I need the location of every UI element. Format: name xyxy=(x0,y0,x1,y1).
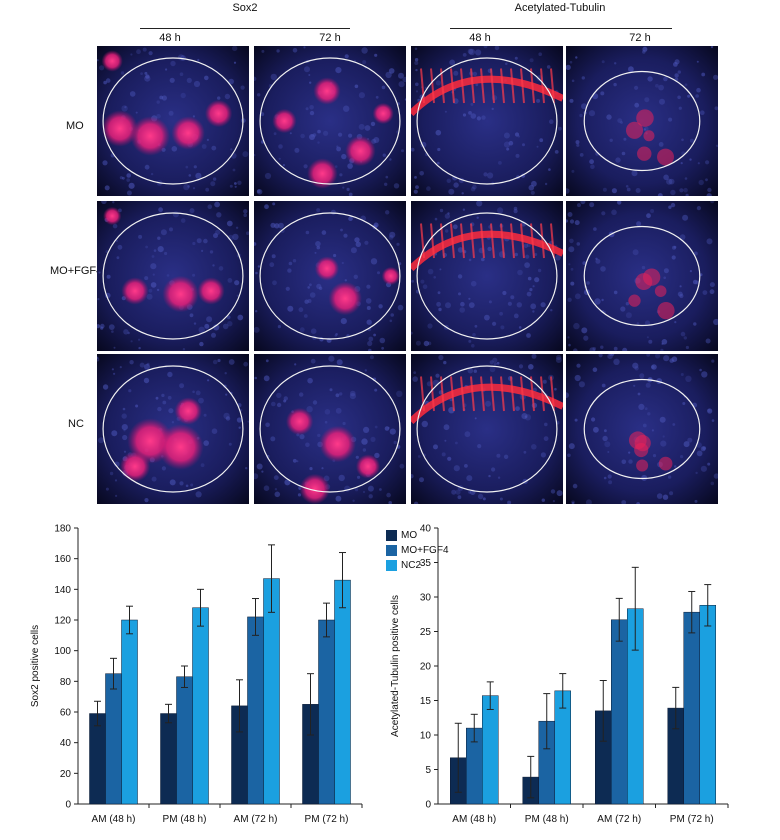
bar-mo-fgf4-3 xyxy=(683,611,700,805)
panel-nc-tubulin-48h xyxy=(411,354,563,504)
group-header-sox2: Sox2 xyxy=(232,2,258,14)
group-header-acetylated-tubulin: Acetylated-Tubulin xyxy=(514,2,606,14)
y-tick-label: 10 xyxy=(420,731,432,742)
legend-label-nc2: NC2 xyxy=(401,560,422,571)
y-tick-label: 35 xyxy=(420,558,432,569)
y-tick-label: 0 xyxy=(425,800,431,811)
y-tick-label: 80 xyxy=(60,677,72,688)
time-label-sox2-72h: 72 h xyxy=(319,32,341,44)
legend-swatch-mo xyxy=(386,530,397,541)
x-tick-label: AM (72 h) xyxy=(597,814,641,825)
legend-item-nc2: NC2 xyxy=(386,560,421,571)
y-tick-label: 30 xyxy=(420,593,432,604)
y-tick-label: 5 xyxy=(425,765,431,776)
x-tick-label: AM (48 h) xyxy=(452,814,496,825)
group-rule-acetylated-tubulin xyxy=(450,28,672,29)
legend-label-mo: MO xyxy=(401,530,418,541)
row-label-mo-fgf4: MO+FGF4 xyxy=(50,265,103,277)
y-tick-label: 20 xyxy=(420,662,432,673)
y-tick-label: 40 xyxy=(60,738,72,749)
y-tick-label: 20 xyxy=(60,769,72,780)
y-axis-label: Acetylated-Tubulin positive cells xyxy=(390,595,401,737)
row-label-mo: MO xyxy=(66,120,84,132)
bar-mo-0 xyxy=(89,713,106,805)
bar-mo-fgf4-2 xyxy=(611,619,628,805)
panel-mo-fgf4-tubulin-48h xyxy=(411,201,563,351)
y-tick-label: 25 xyxy=(420,627,432,638)
y-tick-label: 15 xyxy=(420,696,432,707)
bar-mo-fgf4-1 xyxy=(176,676,193,805)
x-tick-label: AM (48 h) xyxy=(92,814,136,825)
legend-swatch-mo-fgf4 xyxy=(386,545,397,556)
group-rule-sox2 xyxy=(140,28,350,29)
bar-nc2-0 xyxy=(482,695,499,805)
bar-mo-1 xyxy=(160,713,177,805)
panel-mo-tubulin-48h xyxy=(411,46,563,196)
x-tick-label: PM (48 h) xyxy=(163,814,207,825)
legend-item-mo: MO xyxy=(386,530,417,541)
bar-nc2-0 xyxy=(121,619,138,805)
panel-mo-fgf4-sox2-48h xyxy=(97,201,249,351)
panel-mo-sox2-72h xyxy=(254,46,406,196)
time-label-sox2-48h: 48 h xyxy=(159,32,181,44)
y-tick-label: 140 xyxy=(54,585,71,596)
panel-nc-sox2-72h xyxy=(254,354,406,504)
bar-mo-fgf4-2 xyxy=(247,616,264,805)
time-label-tubulin-48h: 48 h xyxy=(469,32,491,44)
bar-nc2-1 xyxy=(192,607,209,805)
bar-mo-fgf4-3 xyxy=(318,619,335,805)
x-tick-label: AM (72 h) xyxy=(234,814,278,825)
y-axis-label: Sox2 positive cells xyxy=(30,625,41,707)
bar-mo-fgf4-0 xyxy=(105,673,122,805)
time-label-tubulin-72h: 72 h xyxy=(629,32,651,44)
y-tick-label: 40 xyxy=(420,524,432,535)
y-tick-label: 180 xyxy=(54,524,71,535)
bar-nc2-3 xyxy=(699,605,716,805)
x-tick-label: PM (48 h) xyxy=(525,814,569,825)
x-tick-label: PM (72 h) xyxy=(305,814,349,825)
panel-mo-sox2-48h xyxy=(97,46,249,196)
panel-mo-tubulin-72h xyxy=(566,46,718,196)
tubulin-bar-chart: 0 5 10 15 20 25 30 35 40 Acetylated-Tubulin posit… xyxy=(390,524,729,825)
y-tick-label: 160 xyxy=(54,554,71,565)
y-tick-label: 100 xyxy=(54,646,71,657)
legend-swatch-nc2 xyxy=(386,560,397,571)
legend-item-mo-fgf4: MO+FGF4 xyxy=(386,545,449,556)
y-tick-label: 60 xyxy=(60,708,72,719)
y-tick-label: 0 xyxy=(65,800,71,811)
panel-nc-tubulin-72h xyxy=(566,354,718,504)
bar-nc2-3 xyxy=(334,579,351,805)
y-tick-label: 120 xyxy=(54,616,71,627)
panel-mo-fgf4-sox2-72h xyxy=(254,201,406,351)
x-tick-label: PM (72 h) xyxy=(670,814,714,825)
panel-nc-sox2-48h xyxy=(97,354,249,504)
row-label-nc: NC xyxy=(68,418,84,430)
sox2-bar-chart: 0 20 40 60 80 100 120 140 160 180 Sox2 positive ce… xyxy=(30,524,363,825)
legend-label-mo-fgf4: MO+FGF4 xyxy=(401,545,449,556)
panel-mo-fgf4-tubulin-72h xyxy=(566,201,718,351)
